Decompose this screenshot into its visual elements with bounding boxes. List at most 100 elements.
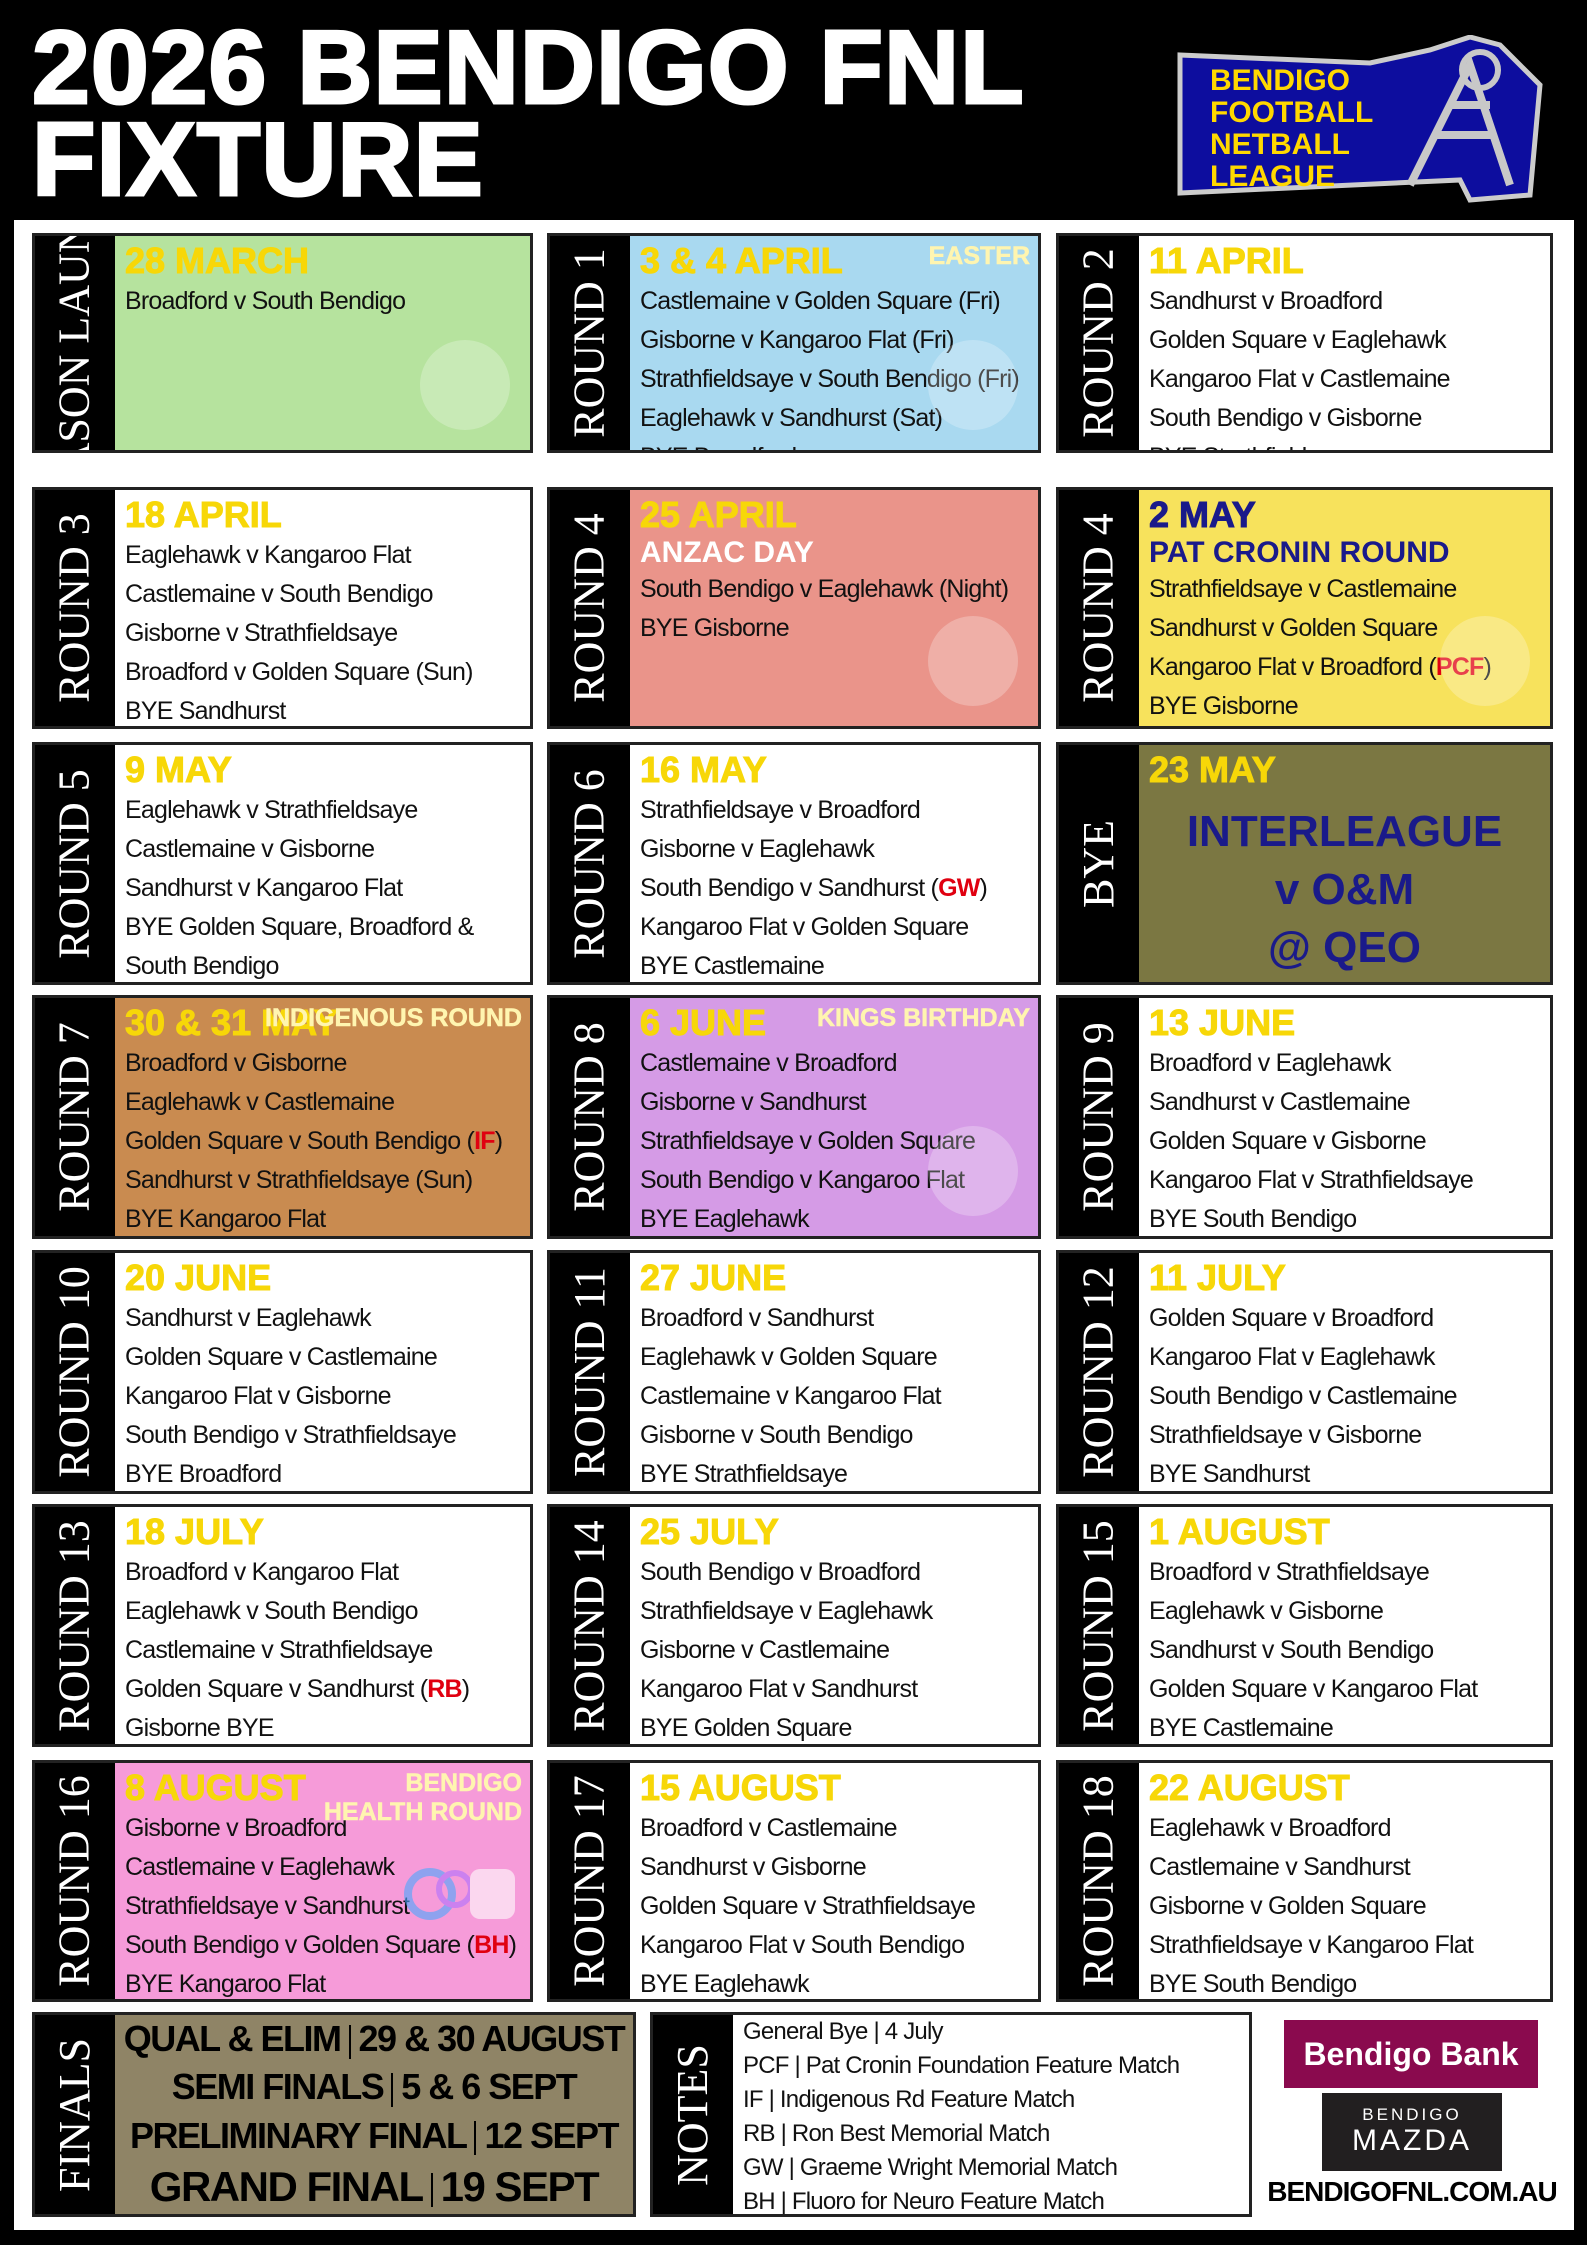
fixture-card-round-2: ROUND 2 11 APRIL Sandhurst v Broadford Gold… [1056,233,1553,453]
fixture-line: Eaglehawk v South Bendigo [125,1597,419,1625]
fixture-line: Castlemaine v Gisborne [125,835,375,863]
fixture-card-round-4: ROUND 4 25 APRIL ANZAC DAY South Bendigo v … [547,487,1041,729]
fixture-card-bye: BYE 23 MAY INTERLEAGUE v O&M @ QEO [1056,742,1553,985]
round-date: 8 AUGUST [125,1767,307,1809]
fixture-line: BYE Castlemaine [1149,1714,1334,1742]
fixture-line: BYE Golden Square [640,1714,852,1742]
bendigo-bank-logo: Bendigo Bank [1284,2020,1538,2088]
round-label: ROUND 1 [565,248,615,438]
fixture-line: Strathfieldsaye v Castlemaine [1149,575,1457,603]
fixture-line: Castlemaine v Golden Square (Fri) [640,287,1001,315]
fixture-line: BYE South Bendigo [1149,1970,1357,1998]
round-date: 30 & 31 MAY [125,1002,339,1044]
feature-code: RB [420,1675,470,1703]
round-label: ROUND 18 [1074,1775,1124,1987]
owl-icon [1440,616,1530,706]
fixture-line: Golden Square v Castlemaine [125,1343,438,1371]
note-item: RB | Ron Best Memorial Match [743,2120,1050,2147]
fixture-card-round-6: ROUND 6 16 MAY Strathfieldsaye v Broadford… [547,742,1041,985]
fixture-line: Gisborne v Golden Square [1149,1892,1427,1920]
fixture-line: Eaglehawk v Sandhurst (Sat) [640,404,943,432]
fixture-line: Castlemaine v Eaglehawk [125,1853,395,1881]
round-label: ROUND 15 [1074,1519,1124,1732]
round-date: 18 APRIL [125,494,283,536]
fixture-line: Castlemaine v Kangaroo Flat [640,1382,942,1410]
fixture-card-round-11: ROUND 11 27 JUNE Broadford v Sandhurst Eagl… [547,1250,1041,1494]
fixture-line: Castlemaine v Strathfieldsaye [125,1636,433,1664]
fixture-line: Strathfieldsaye v Broadford [640,796,921,824]
divider [474,2121,477,2156]
round-label: ROUND 10 [50,1266,100,1478]
fixture-card-round-4: ROUND 4 2 MAY PAT CRONIN ROUND Strathfields… [1056,487,1553,729]
fixture-line: Gisborne v Sandhurst [640,1088,867,1116]
fixture-line: Sandhurst v Strathfieldsaye (Sun) [125,1166,473,1194]
fixture-line: Kangaroo Flat v Strathfieldsaye [1149,1166,1474,1194]
fixture-line: Broadford v South Bendigo [125,287,406,315]
fixture-line: Eaglehawk v Gisborne [1149,1597,1384,1625]
round-label: ROUND 9 [1074,1022,1124,1212]
website-link[interactable]: BENDIGOFNL.COM.AU [1267,2176,1557,2207]
fixture-line: Strathfieldsaye v South Bendigo (Fri) [640,365,1020,393]
fixture-line: Eaglehawk v Strathfieldsaye [125,796,418,824]
fixture-line: Eaglehawk v Kangaroo Flat [125,541,412,569]
bendigo-mazda-logo: BENDIGO MAZDA [1322,2093,1502,2171]
fixture-line: Sandhurst v South Bendigo [1149,1636,1434,1664]
round-theme: KINGS BIRTHDAY [817,1004,1031,1033]
svg-text:FOOTBALL: FOOTBALL [1210,96,1373,129]
divider [391,2072,394,2107]
fixture-line: Broadford v Golden Square (Sun) [125,658,473,686]
league-logo: BENDIGO FOOTBALL NETBALL LEAGUE [1177,35,1543,203]
fixture-line: Broadford v Castlemaine [640,1814,898,1842]
page-title: 2026 BENDIGO FNL FIXTURE [31,10,1026,218]
finals-row: SEMI FINALS 5 & 6 SEPT [171,2066,578,2108]
round-date: 28 MARCH [124,240,310,282]
easter-eggs-icon [928,340,1018,430]
fixture-line: Kangaroo Flat v Broadford PCF [1149,648,1491,687]
fixture-line: Golden Square v Gisborne [1149,1127,1427,1155]
fixture-line: Eaglehawk v Castlemaine [125,1088,395,1116]
round-date: 13 JUNE [1148,1002,1296,1044]
fixture-line: Golden Square v South Bendigo IF [125,1122,502,1161]
fixture-line: Eaglehawk v Golden Square [640,1343,938,1371]
round-label: ROUND 12 [1074,1266,1124,1478]
round-date: 16 MAY [640,749,768,791]
fixture-line: Broadford v Sandhurst [640,1304,874,1332]
fixture-line: BYE Strathfieldsaye [1149,438,1357,450]
fixture-line: Kangaroo Flat v Gisborne [125,1382,391,1410]
round-date: 9 MAY [125,749,233,791]
divider [348,2024,351,2059]
notes-list: General Bye | 4 July PCF | Pat Cronin Fou… [733,2015,1249,2214]
fixture-line: Broadford v Kangaroo Flat [125,1558,399,1586]
interleague-text: @ QEO [1268,923,1421,972]
round-date: 25 APRIL [640,494,798,536]
round-label: ROUND 4 [1074,513,1124,703]
round-date: 20 JUNE [124,1257,272,1299]
fixture-line: BYE Kangaroo Flat [125,1970,326,1998]
fixture-line: South Bendigo v Strathfieldsaye [125,1421,457,1449]
round-label: ROUND 14 [565,1519,615,1732]
poppies-icon [928,616,1018,706]
fixture-line: South Bendigo v Kangaroo Flat [640,1166,965,1194]
fixture-card-round-9: ROUND 9 13 JUNE Broadford v Eaglehawk Sandh… [1056,995,1553,1239]
finals-label: FINALS [50,2037,99,2192]
fixture-line: Strathfieldsaye v Sandhurst [125,1892,410,1920]
fixture-line: South Bendigo v Castlemaine [1149,1382,1458,1410]
round-label: ROUND 4 [565,513,615,703]
fixture-line: Castlemaine v Broadford [640,1049,898,1077]
fixture-line: BYE Castlemaine [640,952,825,980]
fixture-line: BYE Gisborne [640,614,790,642]
feature-code: BH [467,1931,517,1959]
crown-icon [928,1126,1018,1216]
round-date: 6 JUNE [639,1002,767,1044]
round-label: ROUND 7 [50,1022,100,1212]
fixture-line: Strathfieldsaye v Kangaroo Flat [1149,1931,1474,1959]
finals-list: QUAL & ELIM 29 & 30 AUGUST SEMI FINALS 5 & … [115,2015,633,2214]
round-date: 27 JUNE [639,1257,787,1299]
fixture-line: South Bendigo v Eaglehawk (Night) [640,575,1009,603]
fixture-line: Golden Square v Strathfieldsaye [640,1892,976,1920]
fixture-card-round-1: ROUND 1 3 & 4 APRIL EASTER Castlemaine v Go… [547,233,1041,453]
round-label: ROUND 6 [565,768,615,959]
fixture-line: Castlemaine v Sandhurst [1149,1853,1411,1881]
divider [430,2172,433,2207]
fixture-card-season-launch: SEASON LAUNCH 28 MARCH Broadford v South B… [32,233,533,453]
